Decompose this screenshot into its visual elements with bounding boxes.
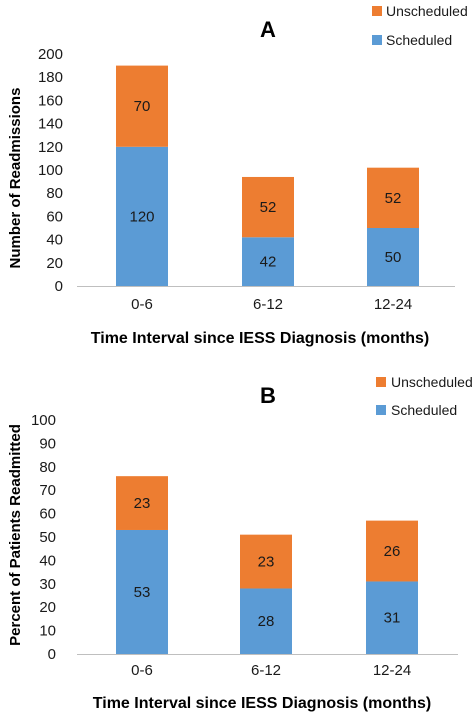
data-label-scheduled: 28	[258, 613, 275, 630]
y-tick-label: 100	[31, 412, 56, 429]
legend-swatch-unscheduled	[376, 377, 386, 387]
data-label-unscheduled: 23	[258, 554, 275, 571]
bar-unscheduled-0-6	[116, 65, 168, 147]
y-axis-title: Number of Readmissions	[7, 88, 24, 269]
legend-swatch-scheduled	[372, 35, 382, 45]
bar-scheduled-12-24	[367, 228, 419, 286]
bar-scheduled-0-6	[116, 529, 168, 654]
y-tick-label: 200	[38, 46, 63, 63]
y-tick-label: 0	[55, 278, 63, 295]
plot-area: 0 20 40 60 80 100 120 140 160 180 200 120 70 0-6 42 52 6…	[38, 46, 455, 313]
bar-unscheduled-6-12	[242, 176, 294, 238]
chart-panel-a: A Number of Readmissions Time Interval s…	[7, 3, 468, 347]
data-label-unscheduled: 26	[384, 543, 401, 560]
plot-area: 0 10 20 30 40 50 60 70 80 90 100 53 23 0-6 28 23 6-12 31 2…	[31, 412, 458, 679]
bar-scheduled-0-6	[116, 146, 168, 286]
data-label-scheduled: 53	[134, 584, 151, 601]
y-tick-label: 30	[39, 576, 56, 593]
data-label-scheduled: 42	[260, 254, 277, 271]
bar-unscheduled-0-6	[116, 476, 168, 530]
data-label-unscheduled: 52	[260, 199, 277, 216]
bar-scheduled-12-24	[366, 581, 418, 654]
bar-scheduled-6-12	[240, 588, 292, 654]
chart-title: A	[260, 17, 276, 42]
data-label-scheduled: 120	[129, 208, 154, 225]
legend-item-unscheduled: Unscheduled	[376, 374, 473, 390]
legend-item-unscheduled: Unscheduled	[372, 3, 468, 19]
legend-item-scheduled: Scheduled	[372, 32, 452, 48]
y-tick-label: 20	[39, 599, 56, 616]
y-tick-label: 60	[39, 506, 56, 523]
legend-item-scheduled: Scheduled	[376, 402, 457, 418]
data-label-scheduled: 50	[385, 249, 402, 266]
x-axis-title: Time Interval since IESS Diagnosis (mont…	[93, 695, 431, 712]
y-axis-title: Percent of Patients Readmitted	[7, 424, 24, 646]
legend-label-scheduled: Scheduled	[386, 32, 452, 48]
legend: Unscheduled Scheduled	[376, 374, 473, 418]
x-axis-title: Time Interval since IESS Diagnosis (mont…	[91, 330, 429, 347]
y-tick-label: 40	[39, 552, 56, 569]
x-tick-label: 6-12	[253, 296, 283, 313]
bar-unscheduled-12-24	[366, 520, 418, 582]
y-tick-label: 100	[38, 162, 63, 179]
x-tick-label: 12-24	[374, 296, 412, 313]
x-tick-label: 6-12	[251, 662, 281, 679]
y-tick-label: 180	[38, 69, 63, 86]
y-tick-label: 140	[38, 116, 63, 133]
chart-panel-b: B Percent of Patients Readmitted Time In…	[7, 374, 473, 712]
chart-title: B	[260, 383, 276, 408]
data-label-scheduled: 31	[384, 610, 401, 627]
bar-unscheduled-6-12	[240, 534, 292, 589]
y-tick-label: 160	[38, 92, 63, 109]
y-tick-label: 40	[46, 232, 63, 249]
y-tick-label: 80	[46, 185, 63, 202]
x-tick-label: 0-6	[131, 662, 153, 679]
y-tick-label: 10	[39, 623, 56, 640]
bar-unscheduled-12-24	[367, 167, 419, 228]
x-tick-label: 0-6	[131, 296, 153, 313]
bar-scheduled-6-12	[242, 237, 294, 286]
legend-swatch-scheduled	[376, 405, 386, 415]
y-tick-label: 80	[39, 459, 56, 476]
y-tick-label: 60	[46, 208, 63, 225]
data-label-unscheduled: 70	[134, 98, 151, 115]
x-tick-label: 12-24	[373, 662, 411, 679]
legend-label-unscheduled: Unscheduled	[386, 3, 468, 19]
legend-label-scheduled: Scheduled	[391, 402, 457, 418]
y-tick-label: 20	[46, 255, 63, 272]
y-tick-label: 0	[48, 646, 56, 663]
legend: Unscheduled Scheduled	[372, 3, 468, 48]
y-tick-label: 120	[38, 139, 63, 156]
legend-swatch-unscheduled	[372, 6, 382, 16]
data-label-unscheduled: 52	[385, 190, 402, 207]
y-tick-label: 70	[39, 482, 56, 499]
data-label-unscheduled: 23	[134, 495, 151, 512]
y-tick-label: 50	[39, 529, 56, 546]
legend-label-unscheduled: Unscheduled	[391, 374, 473, 390]
y-tick-label: 90	[39, 435, 56, 452]
